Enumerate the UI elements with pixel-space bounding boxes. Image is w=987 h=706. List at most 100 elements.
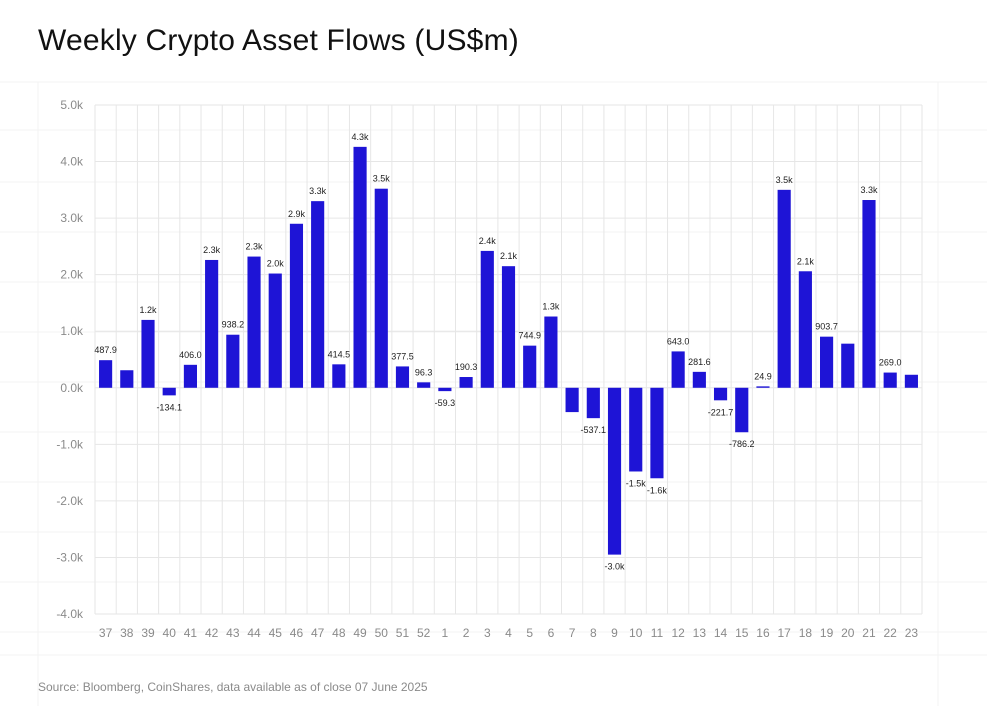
bar-data-label: -134.1	[156, 402, 182, 412]
x-tick-label: 22	[884, 626, 898, 640]
bar-data-label: 487.9	[94, 345, 117, 355]
x-tick-label: 49	[353, 626, 367, 640]
bar-data-label: -1.5k	[626, 478, 647, 488]
y-tick-label: 1.0k	[60, 324, 84, 338]
bar-data-label: -221.7	[708, 407, 734, 417]
bar-49	[353, 146, 367, 388]
bar-11	[650, 387, 664, 479]
bar-21	[862, 200, 876, 388]
x-tick-label: 10	[629, 626, 643, 640]
bar-data-label: 3.5k	[776, 175, 794, 185]
y-tick-label: -2.0k	[56, 494, 84, 508]
x-tick-label: 7	[569, 626, 576, 640]
y-tick-label: 5.0k	[60, 98, 84, 112]
bar-45	[268, 273, 282, 388]
x-tick-label: 50	[375, 626, 389, 640]
bar-22	[883, 372, 897, 388]
x-tick-label: 19	[820, 626, 834, 640]
y-tick-label: 4.0k	[60, 155, 84, 169]
x-tick-label: 14	[714, 626, 728, 640]
x-tick-label: 41	[184, 626, 198, 640]
bar-data-label: -59.3	[435, 398, 456, 408]
x-tick-label: 4	[505, 626, 512, 640]
bar-4	[501, 266, 516, 388]
bar-18	[798, 271, 812, 388]
x-tick-label: 37	[99, 626, 113, 640]
bar-data-label: 3.5k	[373, 174, 391, 184]
bar-data-label: 1.2k	[140, 305, 158, 315]
x-tick-label: 51	[396, 626, 410, 640]
x-tick-label: 15	[735, 626, 749, 640]
bar-data-label: 2.1k	[797, 256, 815, 266]
x-tick-label: 38	[120, 626, 134, 640]
bar-48	[332, 364, 346, 388]
x-tick-label: 44	[247, 626, 261, 640]
bar-data-label: 2.1k	[500, 251, 518, 261]
bar-38	[120, 370, 134, 388]
bar-data-label: -786.2	[729, 439, 755, 449]
bar-46	[289, 223, 304, 388]
bar-40	[162, 387, 176, 396]
bar-data-label: 190.3	[455, 362, 478, 372]
bar-data-label: 2.9k	[288, 209, 306, 219]
x-tick-label: 9	[611, 626, 618, 640]
x-tick-label: 46	[290, 626, 304, 640]
x-tick-label: 47	[311, 626, 325, 640]
source-note: Source: Bloomberg, CoinShares, data avai…	[38, 680, 428, 694]
bar-16	[756, 386, 770, 388]
bar-data-label: -1.6k	[647, 485, 668, 495]
x-tick-label: 3	[484, 626, 491, 640]
bar-20	[841, 343, 855, 388]
bar-data-label: 2.0k	[267, 259, 285, 269]
bar-12	[671, 351, 685, 388]
bar-52	[417, 382, 431, 388]
x-tick-label: 5	[526, 626, 533, 640]
bar-data-label: -3.0k	[605, 562, 626, 572]
x-tick-label: 12	[671, 626, 685, 640]
bar-data-label: 414.5	[328, 349, 351, 359]
y-tick-label: -1.0k	[56, 437, 84, 451]
x-tick-label: 2	[463, 626, 470, 640]
bar-17	[777, 189, 791, 388]
bar-15	[735, 387, 749, 433]
bar-data-label: 3.3k	[309, 186, 327, 196]
bar-5	[523, 345, 537, 388]
bar-data-label: 2.3k	[203, 245, 221, 255]
bar-50	[374, 188, 388, 388]
x-tick-label: 48	[332, 626, 346, 640]
bar-37	[99, 360, 113, 388]
bar-data-label: 377.5	[391, 351, 414, 361]
bar-data-label: 4.3k	[352, 132, 370, 142]
y-tick-label: 3.0k	[60, 211, 84, 225]
bar-47	[311, 201, 325, 388]
bar-data-label: 903.7	[815, 322, 838, 332]
bar-42	[205, 259, 219, 388]
bar-data-label: 643.0	[667, 336, 690, 346]
x-tick-label: 42	[205, 626, 219, 640]
bar-data-label: 96.3	[415, 367, 433, 377]
bar-data-label: 2.3k	[246, 242, 264, 252]
x-tick-label: 39	[141, 626, 155, 640]
bar-39	[141, 319, 155, 388]
x-tick-label: 52	[417, 626, 431, 640]
x-tick-label: 18	[799, 626, 813, 640]
bar-data-label: 938.2	[222, 320, 245, 330]
bar-41	[183, 364, 197, 388]
bar-data-label: 24.9	[754, 371, 772, 381]
bar-14	[713, 387, 728, 401]
x-tick-label: 8	[590, 626, 597, 640]
bar-7	[565, 387, 579, 413]
x-tick-label: 11	[651, 626, 664, 640]
chart-title: Weekly Crypto Asset Flows (US$m)	[38, 24, 519, 57]
y-tick-label: 2.0k	[60, 268, 84, 282]
x-tick-label: 45	[269, 626, 283, 640]
bar-3	[480, 250, 494, 388]
bar-6	[544, 316, 558, 388]
bar-data-label: 406.0	[179, 350, 202, 360]
x-tick-label: 21	[862, 626, 876, 640]
bar-data-label: 2.4k	[479, 236, 497, 246]
x-tick-label: 23	[905, 626, 919, 640]
x-tick-label: 1	[442, 626, 449, 640]
